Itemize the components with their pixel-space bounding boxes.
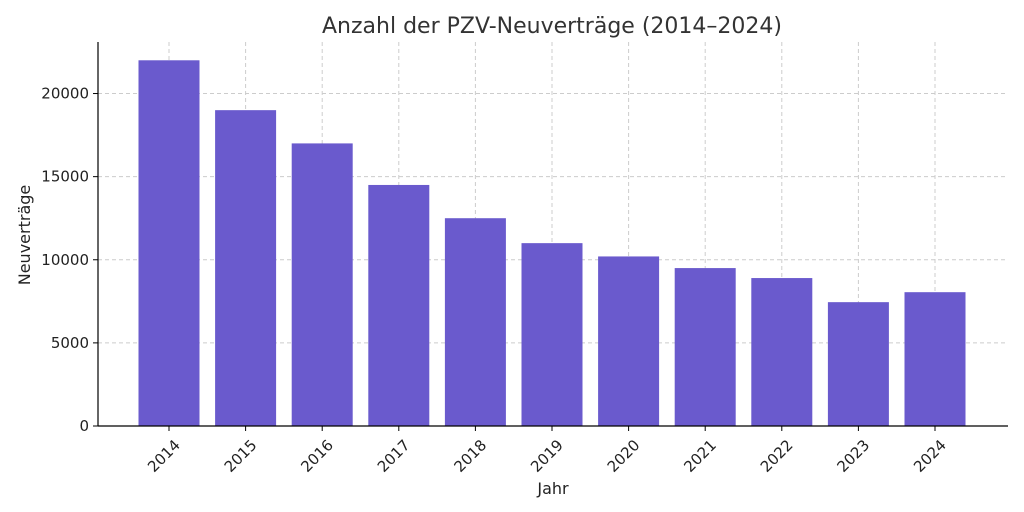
bar-2014 — [138, 60, 200, 427]
y-tick-label: 0 — [79, 417, 89, 435]
bar-2021 — [674, 268, 736, 426]
x-axis-ticks: 2014 2015 2016 2017 2018 2019 2020 2021 2022 2023… — [144, 426, 950, 476]
axes — [97, 42, 1008, 427]
x-tick-label: 2017 — [374, 436, 414, 476]
x-axis-label: Jahr — [536, 479, 569, 498]
x-tick-label: 2018 — [450, 436, 490, 476]
chart-title: Anzahl der PZV-Neuverträge (2014–2024) — [322, 14, 782, 39]
y-tick-label: 15000 — [41, 168, 89, 186]
x-tick-label: 2015 — [221, 436, 261, 476]
bar-2023 — [827, 302, 889, 426]
bar-2016 — [291, 143, 353, 427]
x-tick-label: 2022 — [757, 436, 797, 476]
y-tick-label: 10000 — [41, 251, 89, 269]
x-tick-label: 2024 — [910, 436, 950, 476]
x-tick-label: 2023 — [833, 436, 873, 476]
y-tick-label: 20000 — [41, 85, 89, 103]
bar-2019 — [521, 243, 583, 426]
bar-2022 — [751, 278, 813, 426]
x-tick-label: 2020 — [604, 436, 644, 476]
bar-2015 — [215, 110, 277, 426]
x-tick-label: 2021 — [680, 436, 720, 476]
y-axis-ticks: 0 5000 10000 15000 20000 — [41, 85, 98, 435]
x-tick-label: 2019 — [527, 436, 567, 476]
bar-2017 — [368, 184, 430, 426]
bar-2018 — [444, 218, 506, 426]
y-tick-label: 5000 — [51, 334, 89, 352]
bar-2020 — [598, 256, 660, 426]
x-tick-label: 2016 — [297, 436, 337, 476]
bar-2024 — [904, 292, 966, 426]
y-axis-label: Neuverträge — [15, 185, 34, 286]
bars — [138, 60, 966, 427]
x-tick-label: 2014 — [144, 436, 184, 476]
